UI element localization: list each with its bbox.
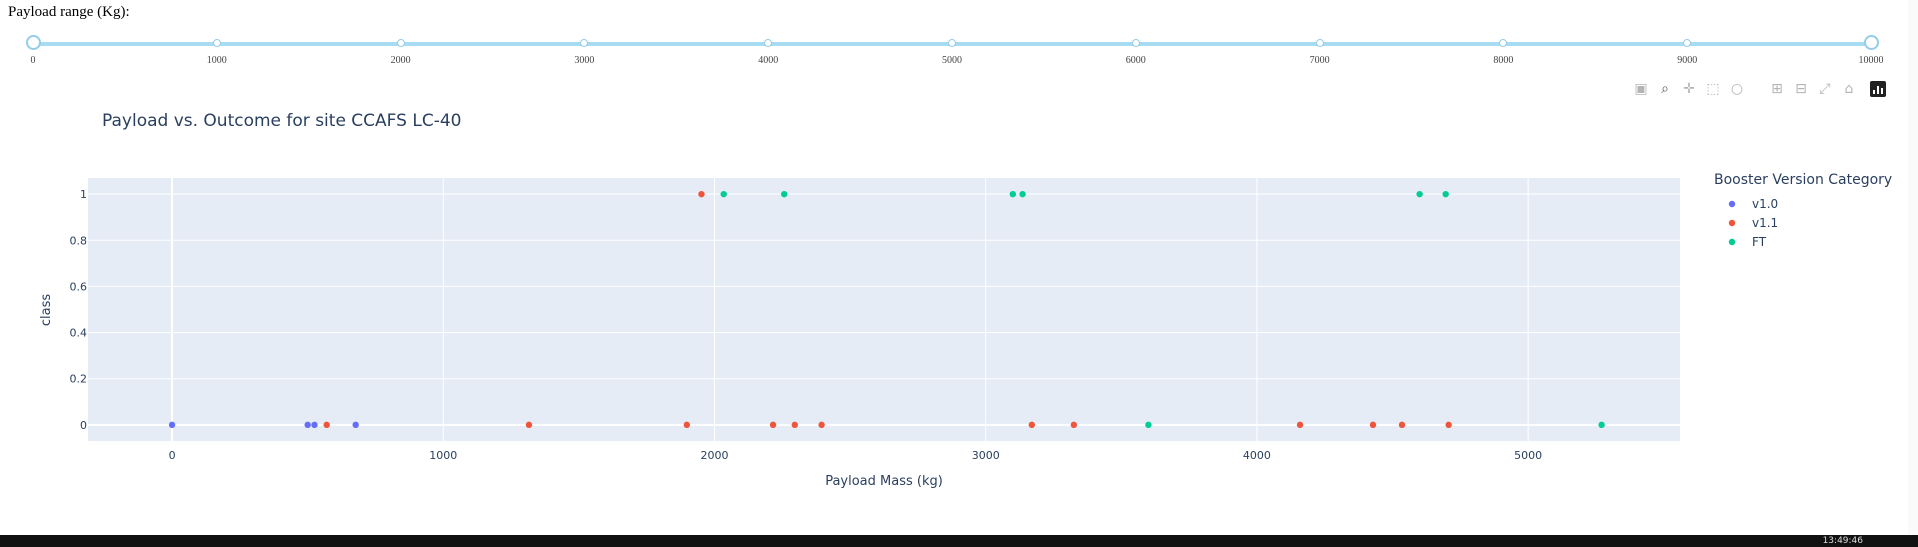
point-v1.1[interactable] — [1369, 421, 1377, 429]
legend: Booster Version Category v1.0 v1.1 FT — [1714, 172, 1892, 249]
point-v1.0[interactable] — [168, 421, 176, 429]
point-v1.1[interactable] — [791, 421, 798, 429]
point-v1.1[interactable] — [525, 421, 533, 429]
point-v1.1[interactable] — [1296, 421, 1304, 429]
slider-mark-label: 9000 — [1677, 55, 1698, 66]
y-tick-label: 0.6 — [70, 280, 88, 293]
legend-label[interactable]: v1.1 — [1752, 216, 1778, 230]
slider-mark-label: 6000 — [1125, 55, 1146, 66]
pan-icon[interactable]: ✛ — [1683, 81, 1695, 97]
slider-handle-max[interactable] — [1864, 35, 1879, 50]
legend-label[interactable]: FT — [1752, 235, 1767, 249]
point-FT[interactable] — [1416, 190, 1423, 198]
slider-mark-dot[interactable] — [1131, 39, 1140, 47]
point-v1.1[interactable] — [818, 421, 825, 429]
lasso-icon[interactable]: ○ — [1730, 81, 1744, 97]
point-FT[interactable] — [1442, 190, 1449, 198]
point-FT[interactable] — [1009, 190, 1017, 198]
point-v1.1[interactable] — [769, 421, 777, 429]
y-axis-label: class — [39, 294, 54, 326]
payload-range-label: Payload range (Kg): — [8, 4, 130, 20]
y-tick-label: 1 — [80, 188, 87, 201]
x-axis-label: Payload Mass (kg) — [825, 474, 943, 489]
y-tick-labels: 0 0.2 0.4 0.6 0.8 1 — [70, 188, 88, 432]
point-v1.1[interactable] — [323, 421, 330, 429]
scrollbar-track[interactable] — [1908, 0, 1918, 535]
point-v1.1[interactable] — [698, 190, 705, 198]
camera-icon[interactable]: ▣ — [1634, 81, 1648, 97]
system-clock: 13:49:46 — [1822, 536, 1863, 546]
chart-modebar: ▣ ⌕ ✛ ⬚ ○ ⊞ ⊟ ⤢ ⌂ — [1632, 80, 1886, 98]
y-tick-label: 0 — [80, 419, 87, 432]
plot-area[interactable] — [88, 178, 1680, 441]
x-tick-label: 0 — [169, 449, 176, 462]
zoom-out-icon[interactable]: ⊟ — [1795, 81, 1807, 97]
point-v1.1[interactable] — [1398, 421, 1406, 429]
point-v1.0[interactable] — [352, 421, 359, 429]
point-v1.0[interactable] — [304, 421, 311, 429]
zoom-icon[interactable]: ⌕ — [1661, 81, 1669, 97]
slider-mark-dot[interactable] — [1499, 39, 1508, 47]
slider-mark-label: 8000 — [1493, 55, 1514, 66]
slider-mark-dot[interactable] — [396, 39, 405, 47]
slider-mark-label: 3000 — [574, 55, 595, 66]
plotly-logo-icon[interactable] — [1870, 81, 1886, 97]
point-FT[interactable] — [1019, 190, 1026, 198]
slider-mark-label: 1000 — [206, 55, 227, 66]
reset-axes-icon[interactable]: ⌂ — [1844, 81, 1854, 97]
autoscale-icon[interactable]: ⤢ — [1819, 81, 1831, 97]
taskbar: 13:49:46 — [0, 535, 1918, 547]
x-tick-label: 4000 — [1243, 449, 1271, 462]
point-v1.1[interactable] — [683, 421, 691, 429]
slider-mark-dot[interactable] — [1683, 39, 1692, 47]
legend-marker-FT[interactable] — [1728, 238, 1736, 246]
payload-outcome-scatter-chart: 0 0.2 0.4 0.6 0.8 1 0 1000 2000 3000 4000 5000 Pay… — [39, 111, 1892, 489]
slider-mark-dot[interactable] — [212, 39, 221, 47]
legend-label[interactable]: v1.0 — [1752, 197, 1778, 211]
point-v1.1[interactable] — [1028, 421, 1036, 429]
payload-range-slider[interactable]: 0 1000 2000 3000 4000 5000 6000 7000 8000 9000 100… — [0, 28, 1918, 76]
slider-mark-label: 10000 — [1858, 55, 1884, 66]
point-FT[interactable] — [1145, 421, 1152, 429]
legend-title: Booster Version Category — [1714, 172, 1892, 188]
y-tick-label: 0.8 — [70, 234, 88, 247]
x-tick-label: 2000 — [700, 449, 728, 462]
slider-mark-label: 5000 — [942, 55, 962, 66]
y-tick-label: 0.4 — [70, 327, 88, 340]
data-points — [168, 190, 1605, 429]
point-FT[interactable] — [720, 190, 727, 198]
box-select-icon[interactable]: ⬚ — [1706, 81, 1720, 97]
point-v1.0[interactable] — [311, 421, 318, 429]
slider-handle-min[interactable] — [26, 35, 41, 50]
chart-title: Payload vs. Outcome for site CCAFS LC-40 — [102, 111, 461, 131]
slider-mark-dot[interactable] — [580, 39, 589, 47]
slider-mark-dot[interactable] — [1315, 39, 1324, 47]
slider-mark-label: 0 — [30, 55, 36, 66]
point-FT[interactable] — [780, 190, 788, 198]
x-tick-labels: 0 1000 2000 3000 4000 5000 — [169, 449, 1543, 462]
legend-marker-v1.0[interactable] — [1728, 200, 1736, 208]
x-tick-label: 5000 — [1514, 449, 1542, 462]
point-FT[interactable] — [1598, 421, 1605, 429]
x-tick-label: 3000 — [972, 449, 1000, 462]
slider-mark-label: 7000 — [1309, 55, 1330, 66]
slider-mark-dot[interactable] — [764, 39, 773, 47]
slider-mark-label: 2000 — [390, 55, 411, 66]
point-v1.1[interactable] — [1445, 421, 1452, 429]
y-tick-label: 0.2 — [70, 373, 88, 386]
legend-marker-v1.1[interactable] — [1728, 219, 1736, 227]
point-v1.1[interactable] — [1070, 421, 1078, 429]
zoom-in-icon[interactable]: ⊞ — [1771, 81, 1783, 97]
x-tick-label: 1000 — [429, 449, 457, 462]
slider-mark-dot[interactable] — [948, 39, 956, 47]
slider-mark-label: 4000 — [758, 55, 779, 66]
